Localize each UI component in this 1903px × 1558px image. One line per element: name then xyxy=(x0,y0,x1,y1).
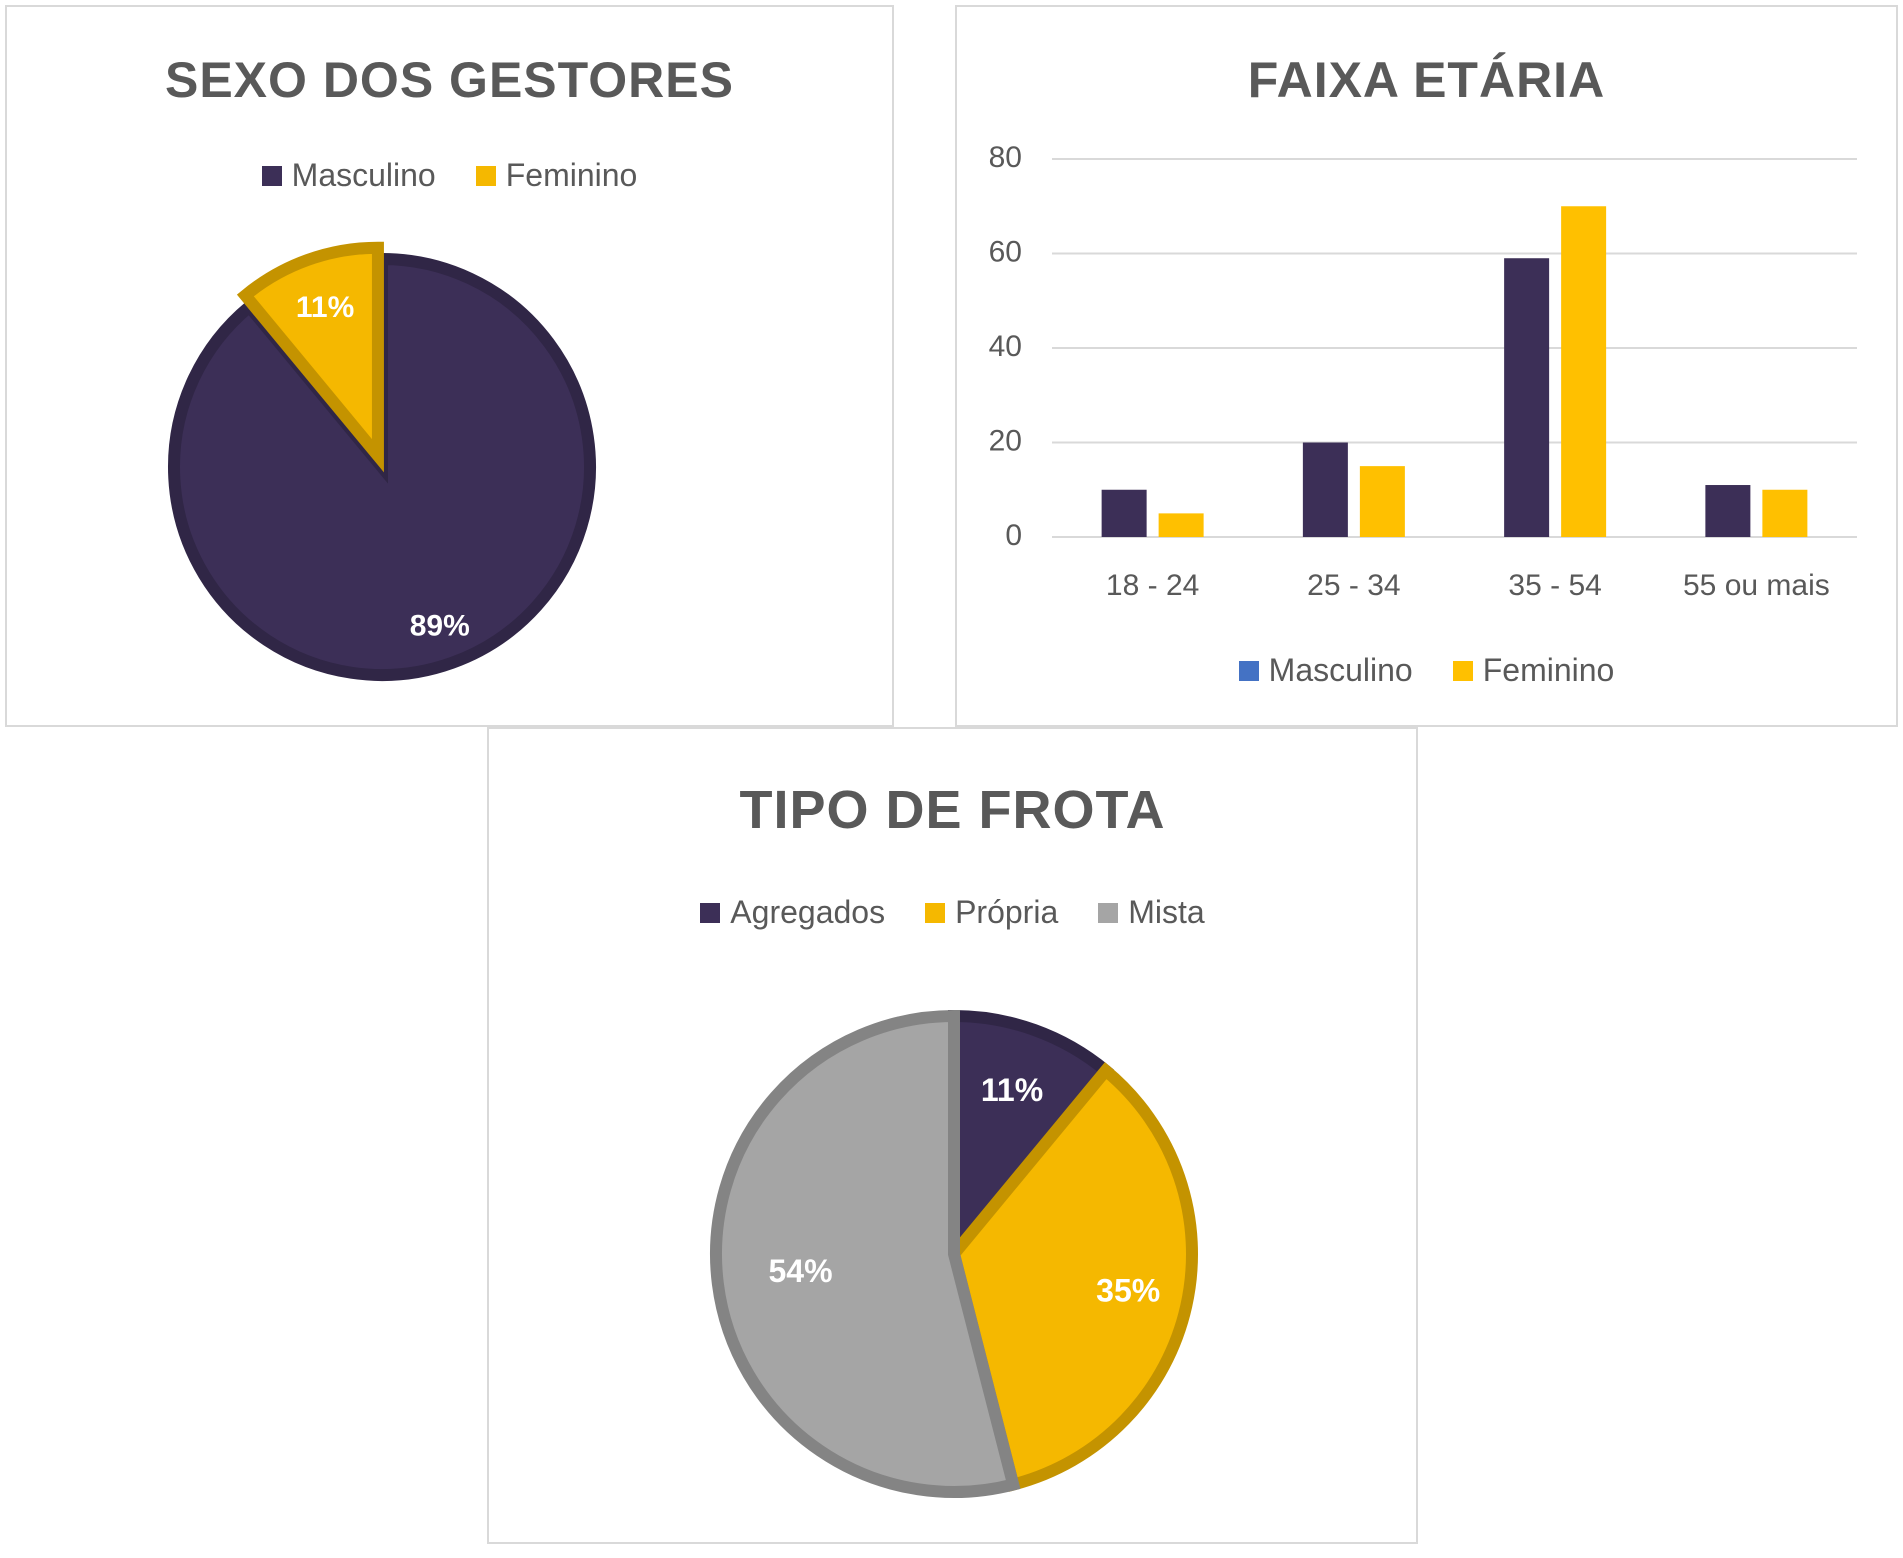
data-label: 11% xyxy=(296,291,354,324)
legend-label: Feminino xyxy=(1482,652,1615,688)
pie-slice-agregados xyxy=(948,1009,1115,1271)
bar-feminino xyxy=(1158,513,1204,537)
data-label: 89% xyxy=(410,609,470,642)
bar-feminino xyxy=(1561,206,1607,537)
x-tick-label: 18 - 24 xyxy=(1106,569,1199,602)
bar-feminino xyxy=(1359,466,1405,537)
data-label: 35% xyxy=(1096,1272,1160,1308)
y-tick-label: 20 xyxy=(989,424,1022,457)
legend-swatch xyxy=(700,902,721,923)
legend-swatch xyxy=(475,165,496,186)
legend-item-propria: Própria xyxy=(925,894,1058,931)
pie-slice-própria xyxy=(947,1062,1198,1492)
bar-masculino xyxy=(1504,258,1550,537)
bar-feminino xyxy=(1762,489,1808,537)
chart-title: FAIXA ETÁRIA xyxy=(1247,52,1606,108)
legend-item-feminino: Feminino xyxy=(475,157,638,194)
pie-slice-feminino xyxy=(236,241,384,473)
legend-item-agregados: Agregados xyxy=(700,894,885,931)
legend-swatch xyxy=(1452,660,1473,681)
legend-label: Masculino xyxy=(1268,652,1413,688)
x-tick-label: 55 ou mais xyxy=(1683,569,1830,602)
chart-panel-faixa: FAIXA ETÁRIA 0 20 40 60 80 18 - 24 25 - 34 35 -… xyxy=(955,5,1898,727)
x-tick-label: 35 - 54 xyxy=(1508,569,1601,602)
y-tick-label: 80 xyxy=(989,141,1022,174)
pie-chart-sexo: 89% 11% xyxy=(168,241,596,681)
bar-masculino xyxy=(1705,485,1751,537)
y-tick-label: 0 xyxy=(1005,519,1022,552)
legend-swatch xyxy=(925,902,946,923)
chart-title: TIPO DE FROTA xyxy=(739,780,1166,840)
bar-masculino xyxy=(1101,489,1147,537)
y-tick-label: 40 xyxy=(989,330,1022,363)
pie-chart-frota: 11% 35% 54% xyxy=(710,1009,1198,1498)
legend-label: Mista xyxy=(1128,894,1205,930)
chart-panel-sexo: SEXO DOS GESTORES Masculino Feminino 89%… xyxy=(5,5,894,727)
legend: Masculino Feminino xyxy=(7,157,892,194)
x-tick-label: 25 - 34 xyxy=(1307,569,1400,602)
bar-masculino xyxy=(1302,442,1348,537)
legend-label: Própria xyxy=(955,894,1059,930)
legend: Agregados Própria Mista xyxy=(489,894,1416,931)
data-label: 11% xyxy=(981,1072,1043,1108)
data-label: 54% xyxy=(768,1253,832,1289)
legend-swatch xyxy=(1238,660,1259,681)
legend-swatch xyxy=(1098,902,1119,923)
legend-label: Masculino xyxy=(291,157,436,193)
y-tick-label: 60 xyxy=(989,235,1022,268)
legend-label: Feminino xyxy=(505,157,638,193)
bar-chart-faixa: 0 20 40 60 80 18 - 24 25 - 34 35 - 54 55 ou mais xyxy=(989,141,1857,602)
chart-title: SEXO DOS GESTORES xyxy=(164,52,734,108)
chart-panel-frota: TIPO DE FROTA Agregados Própria Mista 11… xyxy=(487,727,1418,1544)
pie-slice-mista xyxy=(710,1009,1021,1498)
legend-label: Agregados xyxy=(730,894,886,930)
legend-item-mista: Mista xyxy=(1098,894,1205,931)
legend-item-masculino: Masculino xyxy=(1238,652,1413,689)
legend-swatch xyxy=(261,165,282,186)
legend: Masculino Feminino xyxy=(957,652,1896,689)
legend-item-masculino: Masculino xyxy=(261,157,436,194)
legend-item-feminino: Feminino xyxy=(1452,652,1615,689)
